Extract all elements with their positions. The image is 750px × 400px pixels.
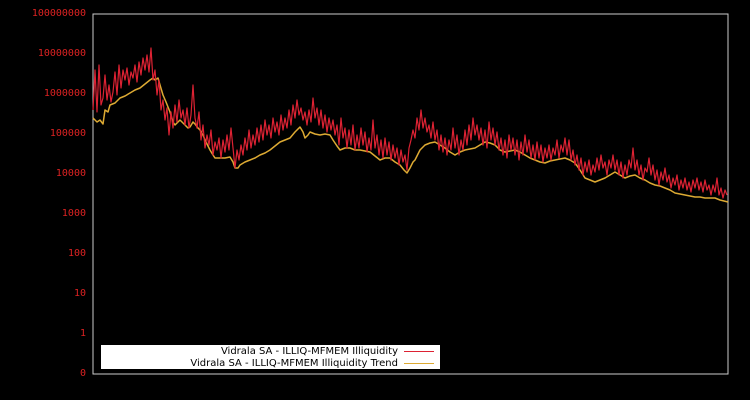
legend-item-trend: Vidrala SA - ILLIQ-MFMEM Illiquidity Tre… [190, 357, 434, 369]
legend-label: Vidrala SA - ILLIQ-MFMEM Illiquidity [220, 345, 398, 357]
y-tick-label: 10000 [55, 168, 86, 179]
y-tick-label: 10000000 [37, 48, 86, 59]
chart-legend: Vidrala SA - ILLIQ-MFMEM Illiquidity Vid… [101, 345, 440, 369]
y-tick-label: 100 [67, 248, 86, 259]
y-tick-label: 1 [79, 328, 86, 339]
series-layer [92, 47, 729, 203]
y-tick-label: 0 [79, 368, 86, 379]
series-illiquidity-line [92, 47, 728, 199]
legend-item-illiquidity: Vidrala SA - ILLIQ-MFMEM Illiquidity [221, 345, 434, 357]
y-tick-label: 10 [73, 288, 86, 299]
y-tick-label: 100000000 [31, 8, 86, 19]
y-tick-label: 1000000 [43, 88, 86, 99]
legend-swatch-red [404, 350, 434, 352]
legend-swatch-gold [404, 362, 434, 364]
y-tick-label: 1000 [61, 208, 86, 219]
legend-label: Vidrala SA - ILLIQ-MFMEM Illiquidity Tre… [190, 357, 398, 369]
plot-area-border [92, 13, 729, 375]
y-tick-label: 100000 [49, 128, 86, 139]
